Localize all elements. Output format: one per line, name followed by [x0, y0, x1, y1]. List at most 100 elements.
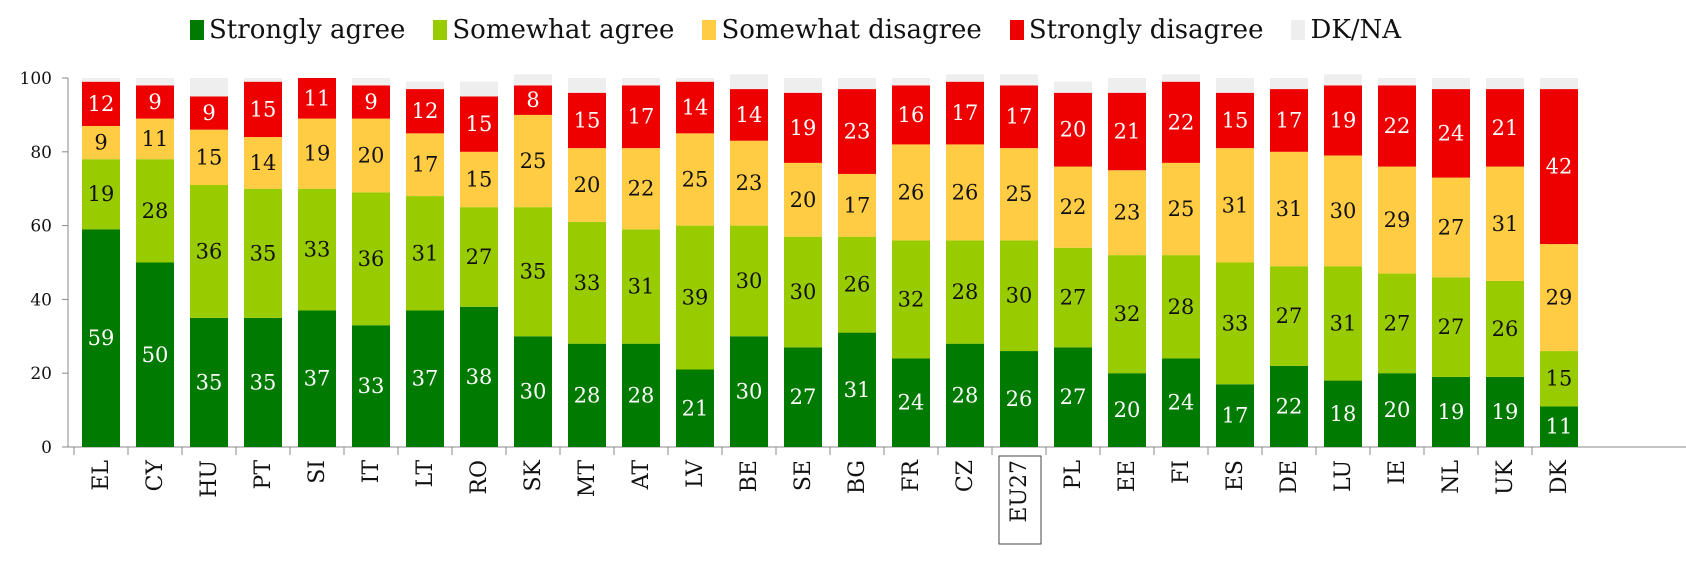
bar-segment: [1000, 74, 1038, 86]
bar-segment: [136, 262, 174, 447]
x-tick-label: RO: [467, 460, 492, 495]
data-label: 15: [196, 145, 223, 169]
bar-segment: [1432, 376, 1470, 447]
data-label: 9: [94, 131, 107, 155]
bar-segment: [784, 162, 822, 237]
bar-segment: [244, 188, 282, 318]
data-label: 20: [574, 173, 601, 197]
data-label: 26: [1492, 317, 1519, 341]
data-label: 25: [682, 167, 709, 191]
bar-segment: [1486, 280, 1524, 377]
data-label: 31: [1222, 193, 1249, 217]
bar-segment: [1000, 351, 1038, 447]
data-label: 20: [790, 188, 817, 212]
data-label: 30: [1330, 199, 1357, 223]
data-label: 37: [412, 367, 439, 391]
data-label: 28: [1168, 295, 1195, 319]
data-label: 31: [628, 274, 655, 298]
bar-segment: [1432, 89, 1470, 178]
data-label: 30: [1006, 284, 1033, 308]
bar-segment: [676, 369, 714, 447]
x-tick-label: CZ: [953, 460, 978, 492]
bar-segment: [1378, 85, 1416, 167]
bar-segment: [244, 78, 282, 82]
bar-segment: [190, 129, 228, 186]
bar-segment: [82, 81, 120, 126]
bar-segment: [190, 96, 228, 130]
data-label: 23: [1114, 201, 1141, 225]
data-label: 22: [1168, 110, 1195, 134]
data-label: 32: [898, 287, 925, 311]
bar-segment: [676, 225, 714, 370]
data-label: 21: [1114, 120, 1141, 144]
bar-segment: [1270, 365, 1308, 447]
bar-segment: [946, 240, 984, 344]
data-label: 19: [304, 142, 331, 166]
y-tick-label: 20: [30, 364, 52, 384]
data-label: 24: [1168, 391, 1195, 415]
data-label: 17: [844, 193, 871, 217]
data-label: 22: [1384, 114, 1411, 138]
bar-segment: [676, 78, 714, 82]
data-label: 39: [682, 286, 709, 310]
bar-segment: [1054, 166, 1092, 248]
bar-segment: [1540, 406, 1578, 447]
bar-segment: [730, 140, 768, 226]
bar-segment: [568, 148, 606, 222]
data-label: 17: [1276, 108, 1303, 132]
bar-segment: [82, 78, 120, 82]
bar-segment: [838, 173, 876, 237]
data-label: 26: [844, 273, 871, 297]
data-label: 23: [844, 120, 871, 144]
data-label: 20: [1114, 398, 1141, 422]
bar-segment: [136, 78, 174, 86]
bar-segment: [1054, 247, 1092, 348]
data-label: 27: [1384, 311, 1411, 335]
data-label: 31: [1492, 212, 1519, 236]
bar-segment: [1108, 255, 1146, 374]
data-label: 59: [88, 326, 115, 350]
bar-segment: [622, 229, 660, 344]
bar-segment: [892, 358, 930, 447]
bar-segment: [1378, 373, 1416, 447]
bar-segment: [676, 133, 714, 226]
bar-segment: [406, 81, 444, 90]
bar-segment: [1162, 255, 1200, 359]
data-label: 26: [952, 180, 979, 204]
legend-swatch: [1009, 20, 1024, 40]
data-label: 31: [412, 241, 439, 265]
bar-segment: [352, 325, 390, 447]
bar-segment: [946, 81, 984, 145]
bar-segment: [406, 196, 444, 311]
bar-segment: [1486, 89, 1524, 167]
data-label: 31: [844, 378, 871, 402]
bar-segment: [514, 85, 552, 115]
bar-segment: [352, 78, 390, 86]
data-label: 35: [520, 260, 547, 284]
bar-segment: [1054, 81, 1092, 93]
bar-segment: [244, 81, 282, 138]
bar-segment: [82, 125, 120, 160]
bar-segment: [676, 81, 714, 134]
bar-segment: [1054, 347, 1092, 447]
bar-segment: [1054, 92, 1092, 167]
data-label: 15: [1546, 367, 1573, 391]
data-label: 33: [1222, 311, 1249, 335]
bar-segment: [730, 225, 768, 337]
bar-segment: [1216, 148, 1254, 263]
bar-segment: [460, 81, 498, 97]
bar-segment: [838, 236, 876, 333]
bar-segment: [784, 347, 822, 447]
bar-segment: [1270, 266, 1308, 366]
bar-segment: [514, 336, 552, 447]
data-label: 15: [466, 112, 493, 136]
bar-segment: [1486, 166, 1524, 281]
data-label: 25: [1168, 197, 1195, 221]
bar-segment: [838, 78, 876, 90]
x-tick-label: FI: [1169, 460, 1194, 484]
data-label: 31: [1276, 197, 1303, 221]
bar-segment: [568, 78, 606, 93]
bar-segment: [1486, 376, 1524, 447]
bar-segment: [1324, 266, 1362, 381]
bar-segment: [1324, 85, 1362, 156]
